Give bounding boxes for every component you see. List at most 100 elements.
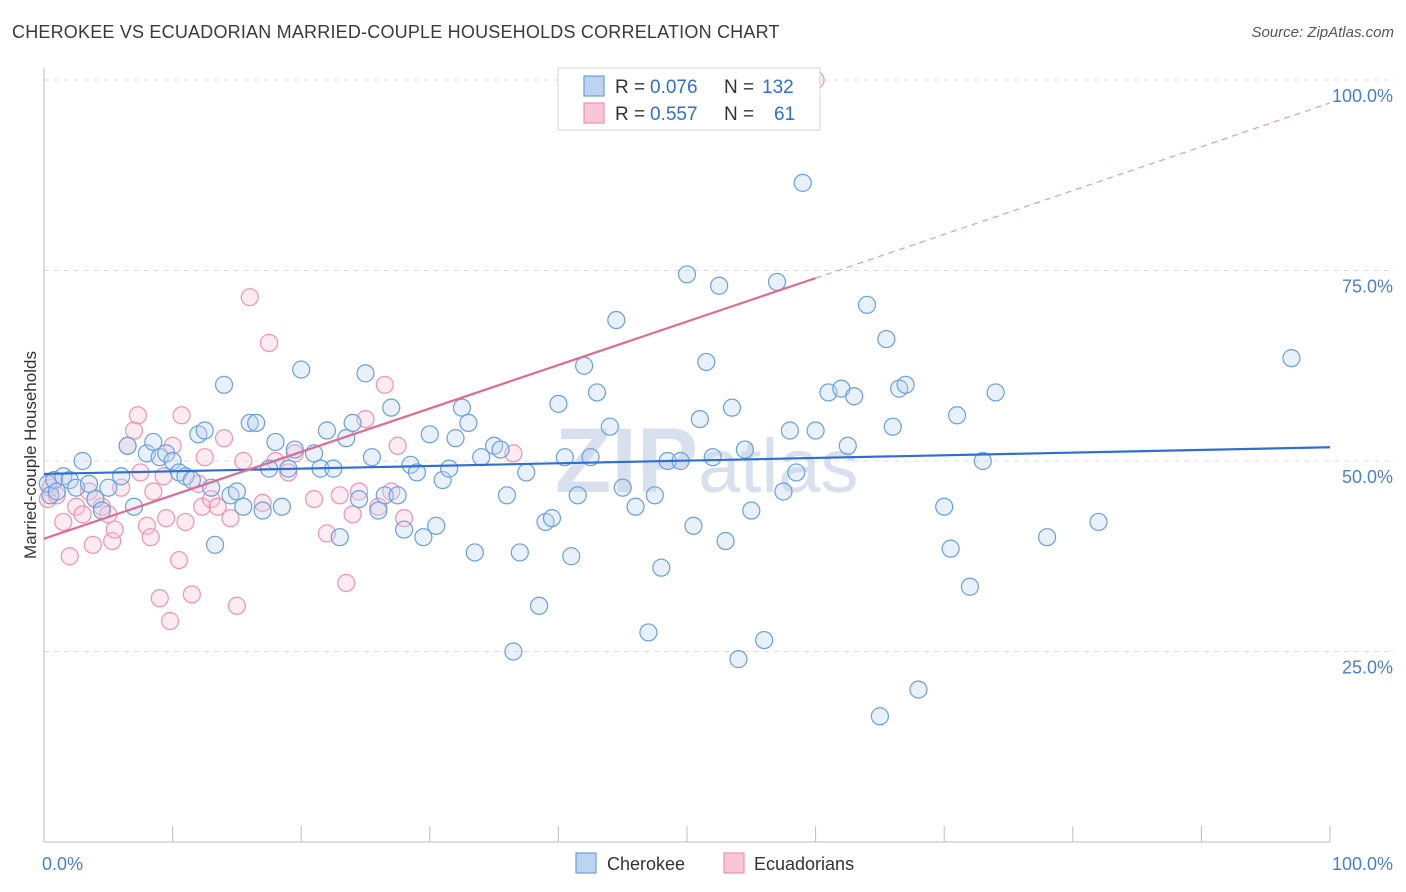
ecuadorians-point <box>128 406 147 425</box>
cherokee-point <box>47 482 66 501</box>
cherokee-point <box>729 650 748 669</box>
cherokee-point <box>60 470 79 490</box>
cherokee-point <box>343 413 362 432</box>
cherokee-point <box>1037 528 1057 547</box>
ecuadorians-point <box>169 550 189 570</box>
cherokee-point <box>285 440 304 459</box>
ecuadorians-point <box>304 490 324 509</box>
cherokee-point <box>427 516 446 535</box>
cherokee-point <box>433 470 452 490</box>
cherokee-point <box>362 448 382 467</box>
cherokee-point <box>266 432 285 452</box>
ecuadorians-points <box>38 70 825 631</box>
cherokee-point <box>349 490 369 509</box>
ecuadorians-point <box>137 516 156 535</box>
cherokee-point <box>780 421 799 440</box>
y-axis-title: Married-couple Households <box>21 351 40 559</box>
cherokee-point <box>86 490 105 509</box>
y-tick-label: 100.0% <box>1332 86 1393 106</box>
cherokee-point <box>793 173 812 192</box>
ecuadorians-point <box>160 611 180 631</box>
ecuadorians-point <box>163 436 182 455</box>
cherokee-point <box>459 413 478 432</box>
ecuadorians-point <box>349 482 369 501</box>
cherokee-point <box>774 482 793 501</box>
cherokee-point <box>883 417 902 436</box>
cherokee-point <box>896 375 915 394</box>
cherokee-point <box>542 509 562 528</box>
watermark-atlas: atlas <box>698 424 859 509</box>
ecuadorians-point <box>369 497 388 516</box>
ecuadorians-point <box>195 448 214 467</box>
legend-r-label-1: R = <box>615 77 645 98</box>
cherokee-point <box>613 478 632 497</box>
cherokee-point <box>112 467 131 486</box>
cherokee-point <box>909 680 928 699</box>
ecuadorians-point <box>176 512 195 532</box>
cherokee-point <box>414 528 433 547</box>
cherokee-point <box>452 398 472 417</box>
x-tick-label: 0.0% <box>42 854 83 874</box>
ecuadorians-point <box>124 421 144 440</box>
cherokee-point <box>517 463 536 482</box>
cherokee-point <box>394 520 414 539</box>
ecuadorians-point <box>259 333 279 352</box>
bottom-legend-ecuadorians: Ecuadorians <box>754 854 854 874</box>
cherokee-point <box>157 444 176 463</box>
cherokee-point <box>292 360 311 379</box>
cherokee-point <box>857 295 877 314</box>
ecuadorians-trend-extension <box>815 102 1331 279</box>
cherokee-point <box>388 486 407 505</box>
cherokee-point <box>227 482 246 501</box>
bottom-legend-swatch-cherokee <box>575 852 597 874</box>
ecuadorians-point <box>92 497 111 516</box>
cherokee-point <box>79 474 99 493</box>
cherokee-trend-line <box>43 446 1331 476</box>
ecuadorians-point <box>221 509 240 528</box>
cherokee-point <box>497 486 517 505</box>
cherokee-point <box>626 497 645 516</box>
ecuadorians-point <box>182 585 201 604</box>
cherokee-point <box>684 516 703 535</box>
cherokee-point <box>562 547 581 566</box>
cherokee-point <box>710 276 729 295</box>
cherokee-point <box>787 463 806 482</box>
ecuadorians-point <box>240 288 259 307</box>
ecuadorians-point <box>375 375 394 394</box>
cherokee-point <box>504 642 523 661</box>
cherokee-point <box>755 630 774 650</box>
legend-n-label-1: N = <box>724 77 754 98</box>
cherokee-point <box>677 265 697 284</box>
cherokee-point <box>144 432 163 452</box>
y-tick-label: 25.0% <box>1342 658 1393 678</box>
cherokee-point <box>420 425 439 444</box>
cherokee-point <box>742 501 761 520</box>
cherokee-point <box>446 429 465 448</box>
cherokee-point <box>555 448 574 467</box>
cherokee-point <box>607 310 626 330</box>
ecuadorians-point <box>234 451 253 471</box>
legend-n-label-2: N = <box>724 104 754 125</box>
legend-r-value-1: 0.076 <box>650 77 698 98</box>
cherokee-point <box>382 398 401 417</box>
ecuadorians-point <box>144 482 163 501</box>
ecuadorians-point <box>214 429 234 448</box>
cherokee-point <box>401 455 420 474</box>
cherokee-point <box>330 528 349 547</box>
cherokee-point <box>272 497 292 516</box>
cherokee-point <box>960 577 980 596</box>
cherokee-point <box>947 406 967 425</box>
ecuadorians-point <box>253 493 272 513</box>
ecuadorians-point <box>54 512 73 532</box>
series-legend: Cherokee Ecuadorians <box>575 852 854 874</box>
cherokee-point <box>163 451 182 471</box>
bottom-legend-swatch-ecuadorians <box>723 852 745 874</box>
ecuadorians-point <box>157 509 176 528</box>
tick-labels: 25.0% 50.0% 75.0% 100.0% 0.0% 100.0% <box>42 86 1393 874</box>
ecuadorians-point <box>67 497 86 516</box>
ecuadorians-point <box>83 535 102 554</box>
ecuadorians-point <box>208 497 227 516</box>
grid-lines <box>44 79 1395 652</box>
cherokee-point <box>195 421 214 440</box>
y-tick-label: 50.0% <box>1342 467 1393 487</box>
